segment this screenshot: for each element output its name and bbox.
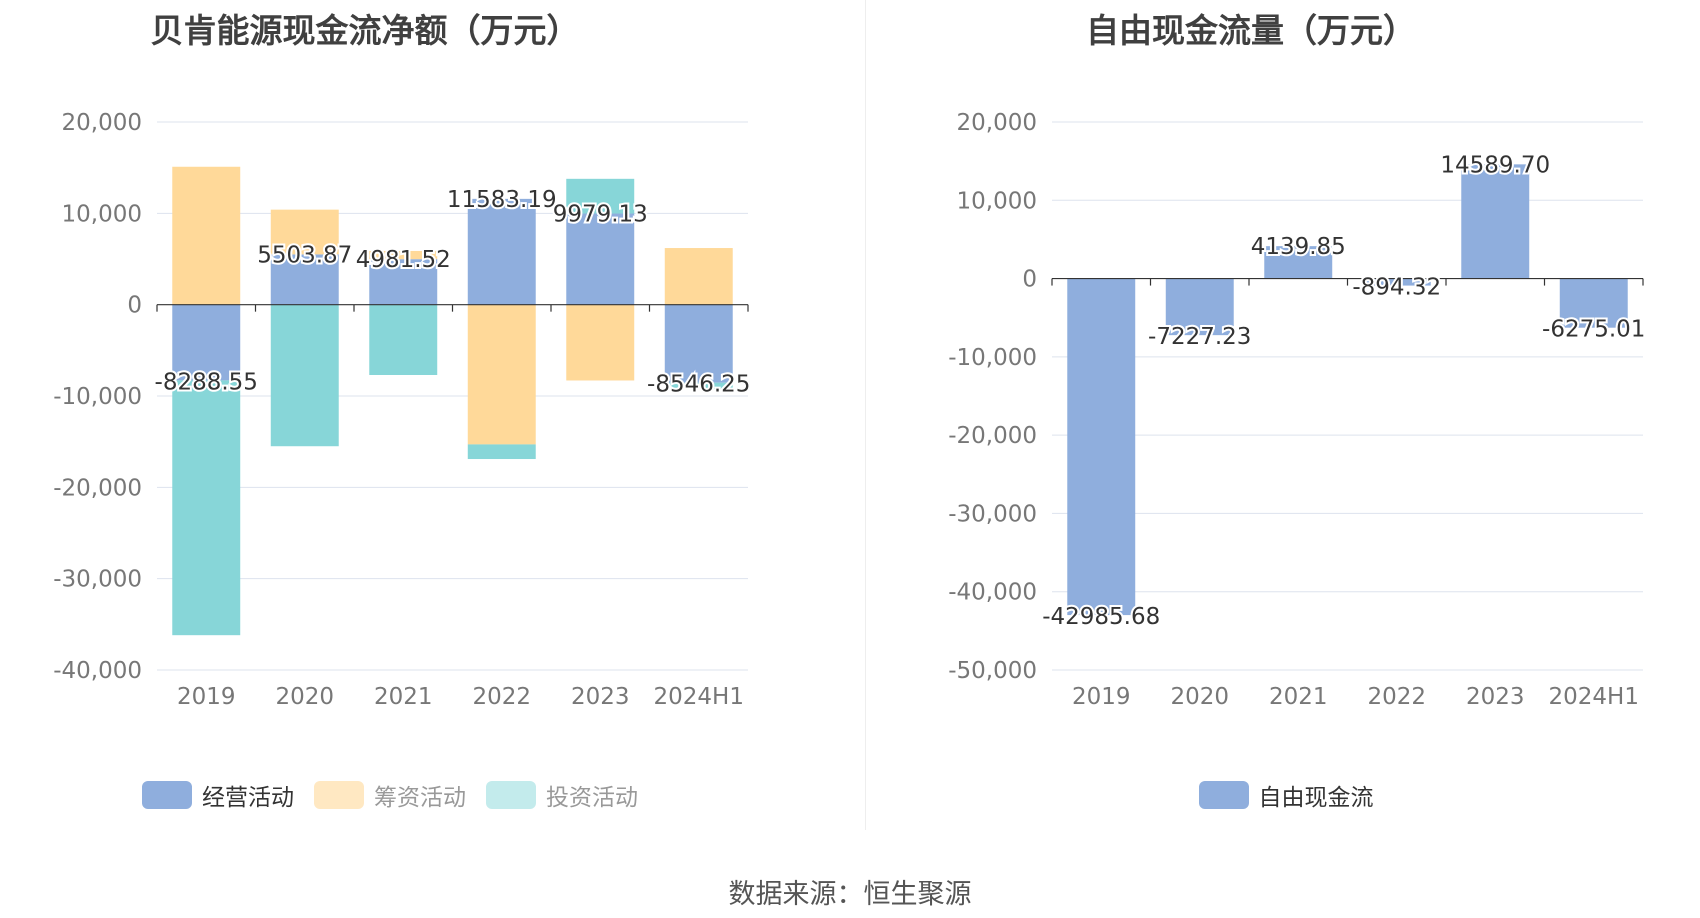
legend: 自由现金流 [872,778,1700,812]
y-tick-label: 20,000 [62,110,142,136]
x-tick-label: 2020 [275,684,334,710]
bar-operating [1559,278,1628,328]
bar-financing [566,304,635,381]
bar-investing [467,444,536,460]
bar-investing [566,178,635,214]
legend-label: 自由现金流 [1258,785,1374,811]
free-cash-flow-chart-panel: 自由现金流量（万元） 20,000 10,000 0 -10,000 -20,000 -3… [872,0,1700,830]
bar-operating [1264,246,1333,279]
y-tick-label: -30,000 [53,567,142,593]
chart-title: 贝肯能源现金流净额（万元） [150,11,580,50]
y-tick-label: -40,000 [948,580,1037,606]
x-tick-label: 2019 [1072,684,1131,710]
data-label: -894.32 [1352,275,1441,301]
bar-financing [270,209,339,255]
bar-operating [467,198,536,305]
bar-operating [1362,278,1431,286]
data-label: 5503.87 [257,242,352,268]
data-source: 数据来源：恒生聚源 [728,879,972,910]
bar-operating [1461,164,1530,279]
bar-investing [270,304,339,447]
bar-investing [369,304,438,375]
legend-swatch-operating [142,781,192,809]
x-tick-label: 2020 [1170,684,1229,710]
bar-financing [467,304,536,445]
data-label: 14589.70 [1440,152,1550,178]
bar-financing [664,248,733,305]
data-label: -8546.25 [647,372,750,398]
legend-label: 经营活动 [202,785,294,811]
data-label: -42985.68 [1042,604,1160,630]
bar-investing [664,382,733,390]
x-tick-label: 2023 [571,684,630,710]
data-label: 9979.13 [553,202,648,228]
bar-operating [566,213,635,305]
chart-title: 自由现金流量（万元） [1086,11,1416,50]
y-tick-label: 10,000 [62,201,142,227]
legend-swatch-investing [486,781,536,809]
x-tick-label: 2024H1 [654,684,744,710]
x-tick-label: 2021 [1269,684,1328,710]
x-tick-label: 2022 [472,684,531,710]
y-tick-label: -20,000 [948,423,1037,449]
bar-operating [664,304,733,383]
data-label: -8288.55 [155,369,258,395]
bar-operating [369,259,438,305]
x-tick-label: 2021 [374,684,433,710]
y-tick-label: -40,000 [53,658,142,684]
bar-operating [1067,278,1136,616]
x-tick-label: 2022 [1367,684,1426,710]
legend-label: 筹资活动 [374,785,466,811]
bar-operating [172,304,241,381]
data-label: -7227.23 [1148,324,1251,350]
bar-financing [369,250,438,260]
x-tick-label: 2019 [177,684,236,710]
y-tick-label: -50,000 [948,658,1037,684]
y-tick-label: 0 [127,293,142,319]
data-label: -6275.01 [1542,317,1645,343]
bar-investing [172,380,241,636]
y-tick-label: -10,000 [948,345,1037,371]
data-label: 11583.19 [447,187,557,213]
legend-swatch-free-cash-flow [1198,781,1249,809]
cash-flow-chart-panel: 贝肯能源现金流净额（万元） 20,000 10,000 0 -10,000 -20,00… [0,0,860,830]
data-label: 4981.52 [356,247,451,273]
legend-item-financing[interactable]: 筹资活动 [314,778,466,812]
y-tick-label: 0 [1022,267,1037,293]
y-tick-label: 10,000 [957,188,1037,214]
data-label: 4139.85 [1251,234,1346,260]
bar-operating [1165,278,1234,336]
y-tick-label: 20,000 [957,110,1037,136]
y-tick-label: -20,000 [53,475,142,501]
y-tick-label: -30,000 [948,501,1037,527]
legend: 经营活动 筹资活动 投资活动 [0,778,860,812]
bar-financing [172,166,241,305]
panel-divider [865,0,866,830]
cash-flow-chart: 20,000 10,000 0 -10,000 -20,000 -30,000 -40,00… [53,110,752,710]
y-tick-label: -10,000 [53,384,142,410]
x-tick-label: 2024H1 [1549,684,1639,710]
bar-operating [270,254,339,305]
legend-item-operating[interactable]: 经营活动 [142,778,294,812]
legend-swatch-financing [314,781,364,809]
legend-label: 投资活动 [546,785,638,811]
free-cash-flow-chart: 20,000 10,000 0 -10,000 -20,000 -30,000 -40,00… [948,110,1647,710]
x-tick-label: 2023 [1466,684,1525,710]
legend-item-investing[interactable]: 投资活动 [486,778,638,812]
legend-item-free-cash-flow[interactable]: 自由现金流 [1198,778,1374,812]
